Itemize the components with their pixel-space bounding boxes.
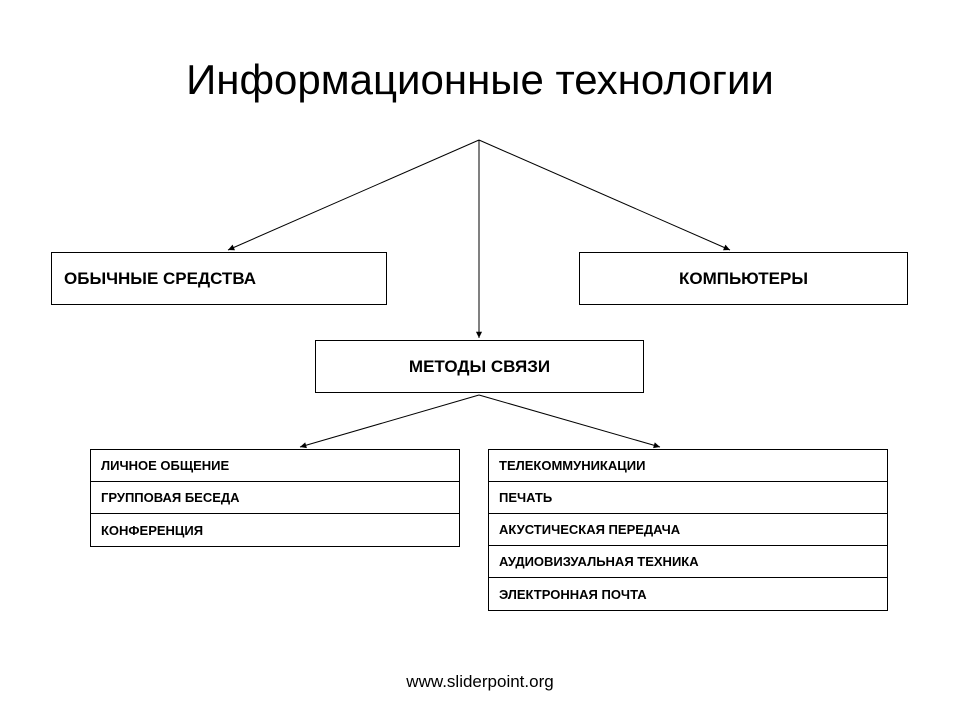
list-item: ГРУППОВАЯ БЕСЕДА	[91, 482, 459, 514]
node-label: МЕТОДЫ СВЯЗИ	[409, 357, 550, 377]
list-item: АКУСТИЧЕСКАЯ ПЕРЕДАЧА	[489, 514, 887, 546]
node-ordinary-means: ОБЫЧНЫЕ СРЕДСТВА	[51, 252, 387, 305]
list-item: ЭЛЕКТРОННАЯ ПОЧТА	[489, 578, 887, 610]
node-computers: КОМПЬЮТЕРЫ	[579, 252, 908, 305]
list-personal-communication: ЛИЧНОЕ ОБЩЕНИЕГРУППОВАЯ БЕСЕДАКОНФЕРЕНЦИ…	[90, 449, 460, 547]
slide-title: Информационные технологии	[0, 56, 960, 104]
list-telecommunications: ТЕЛЕКОММУНИКАЦИИПЕЧАТЬАКУСТИЧЕСКАЯ ПЕРЕД…	[488, 449, 888, 611]
node-label: КОМПЬЮТЕРЫ	[679, 269, 808, 289]
node-label: ОБЫЧНЫЕ СРЕДСТВА	[64, 269, 256, 289]
node-communication-methods: МЕТОДЫ СВЯЗИ	[315, 340, 644, 393]
footer-url: www.sliderpoint.org	[0, 672, 960, 692]
list-item: ПЕЧАТЬ	[489, 482, 887, 514]
list-item: АУДИОВИЗУАЛЬНАЯ ТЕХНИКА	[489, 546, 887, 578]
list-item: КОНФЕРЕНЦИЯ	[91, 514, 459, 546]
list-item: ЛИЧНОЕ ОБЩЕНИЕ	[91, 450, 459, 482]
list-item: ТЕЛЕКОММУНИКАЦИИ	[489, 450, 887, 482]
